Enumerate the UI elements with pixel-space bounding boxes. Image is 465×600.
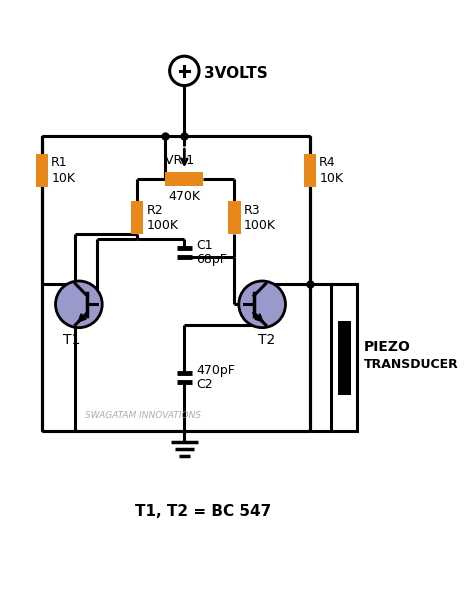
Circle shape (55, 281, 102, 328)
Bar (338, 320, 351, 395)
Text: T1, T2 = BC 547: T1, T2 = BC 547 (135, 505, 272, 520)
Text: R2: R2 (146, 203, 163, 217)
Bar (36, 154, 48, 187)
Bar (166, 172, 203, 186)
Text: R4: R4 (319, 156, 336, 169)
Text: C2: C2 (196, 378, 213, 391)
Text: R1: R1 (51, 156, 68, 169)
Text: 470K: 470K (168, 190, 200, 203)
Text: T2: T2 (258, 333, 275, 347)
Bar (131, 202, 143, 234)
Text: 100K: 100K (244, 219, 276, 232)
Text: 100K: 100K (146, 219, 178, 232)
Text: C1: C1 (196, 239, 213, 252)
Text: VR 1: VR 1 (166, 154, 194, 167)
Bar (332, 284, 357, 431)
Bar (228, 202, 240, 234)
Circle shape (239, 281, 286, 328)
Circle shape (170, 56, 199, 86)
Text: 68pF: 68pF (196, 253, 227, 266)
Text: 10K: 10K (319, 172, 343, 185)
Text: R3: R3 (244, 203, 260, 217)
Text: T1: T1 (63, 333, 80, 347)
Text: SWAGATAM INNOVATIONS: SWAGATAM INNOVATIONS (85, 412, 201, 421)
Text: 10K: 10K (51, 172, 75, 185)
Text: 3VOLTS: 3VOLTS (204, 66, 268, 81)
Text: 470pF: 470pF (196, 364, 235, 377)
Text: PIEZO: PIEZO (364, 340, 411, 354)
Text: TRANSDUCER: TRANSDUCER (364, 358, 459, 371)
Bar (304, 154, 316, 187)
